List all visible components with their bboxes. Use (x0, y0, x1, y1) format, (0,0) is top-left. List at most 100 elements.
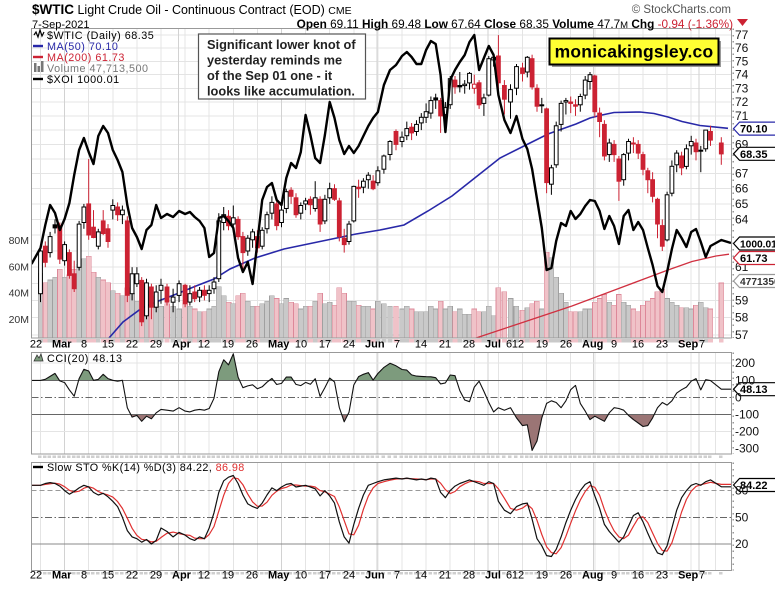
svg-text:8: 8 (81, 339, 87, 351)
svg-text:77: 77 (735, 28, 749, 42)
svg-text:$WTIC (Daily) 68.35: $WTIC (Daily) 68.35 (47, 30, 154, 42)
svg-text:9: 9 (611, 339, 617, 351)
svg-text:28: 28 (463, 570, 475, 582)
svg-text:4771350: 4771350 (740, 277, 775, 288)
svg-text:May: May (268, 339, 290, 351)
svg-text:19: 19 (536, 570, 548, 582)
svg-text:10: 10 (295, 570, 307, 582)
svg-text:Mar: Mar (52, 570, 72, 582)
svg-text:9: 9 (611, 570, 617, 582)
svg-text:7: 7 (394, 570, 400, 582)
svg-text:Sep: Sep (678, 570, 698, 582)
svg-text:14: 14 (415, 339, 427, 351)
svg-text:22: 22 (126, 339, 138, 351)
svg-text:16: 16 (632, 570, 644, 582)
svg-text:Jul: Jul (485, 570, 501, 582)
svg-text:26: 26 (560, 570, 572, 582)
svg-text:67: 67 (735, 167, 749, 181)
svg-text:7-Sep-2021: 7-Sep-2021 (32, 19, 90, 31)
svg-text:80: 80 (735, 484, 749, 498)
svg-text:16: 16 (632, 339, 644, 351)
svg-text:15: 15 (102, 570, 114, 582)
svg-text:MA(50) 70.10: MA(50) 70.10 (47, 41, 118, 53)
svg-text:Jun: Jun (365, 570, 385, 582)
svg-text:65: 65 (735, 197, 749, 211)
svg-text:Significant lower knot of: Significant lower knot of (207, 37, 356, 52)
svg-text:10: 10 (295, 339, 307, 351)
svg-text:$XOI 1000.01: $XOI 1000.01 (47, 74, 120, 86)
svg-text:57: 57 (735, 328, 749, 342)
svg-text:70.10: 70.10 (740, 124, 768, 136)
svg-text:20M: 20M (9, 314, 29, 326)
svg-text:68.35: 68.35 (740, 149, 768, 161)
svg-text:64: 64 (735, 212, 749, 226)
svg-text:84.22: 84.22 (740, 480, 768, 492)
svg-text:1000.01: 1000.01 (740, 240, 775, 251)
svg-text:12: 12 (512, 339, 524, 351)
svg-text:MA(200) 61.73: MA(200) 61.73 (47, 52, 125, 64)
svg-text:-100: -100 (735, 408, 759, 422)
svg-text:26: 26 (246, 339, 258, 351)
svg-text:72: 72 (735, 95, 749, 109)
svg-text:23: 23 (656, 570, 668, 582)
svg-text:75: 75 (735, 54, 749, 68)
svg-text:8: 8 (81, 570, 87, 582)
svg-text:Slow STO %K(14) %D(3) 84.22, 8: Slow STO %K(14) %D(3) 84.22, 86.98 (47, 462, 245, 474)
svg-text:19: 19 (536, 339, 548, 351)
svg-text:26: 26 (560, 339, 572, 351)
svg-text:40M: 40M (9, 288, 29, 300)
svg-text:66: 66 (735, 182, 749, 196)
svg-text:29: 29 (150, 339, 162, 351)
svg-text:19: 19 (222, 339, 234, 351)
svg-text:6: 6 (506, 570, 512, 582)
svg-text:Volume 47,713,500: Volume 47,713,500 (47, 63, 149, 75)
svg-text:7: 7 (699, 570, 705, 582)
svg-text:76: 76 (735, 41, 749, 55)
svg-text:19: 19 (222, 570, 234, 582)
svg-text:22: 22 (30, 339, 42, 351)
svg-text:100: 100 (735, 373, 755, 387)
svg-text:7: 7 (394, 339, 400, 351)
svg-text:26: 26 (246, 570, 258, 582)
svg-text:50: 50 (735, 510, 749, 524)
svg-text:Jun: Jun (365, 339, 385, 351)
svg-text:Jul: Jul (485, 339, 501, 351)
svg-text:80M: 80M (9, 235, 29, 247)
svg-text:Apr: Apr (172, 339, 192, 351)
svg-text:Sep: Sep (678, 339, 698, 351)
svg-text:24: 24 (343, 339, 355, 351)
svg-text:12: 12 (512, 570, 524, 582)
svg-text:74: 74 (735, 68, 749, 82)
svg-text:© StockCharts.com: © StockCharts.com (632, 4, 731, 16)
svg-text:71: 71 (735, 109, 749, 123)
svg-text:Open 69.11 High 69.48 Low 67.6: Open 69.11 High 69.48 Low 67.64 Close 68… (297, 17, 733, 31)
svg-text:28: 28 (463, 339, 475, 351)
svg-text:61.73: 61.73 (740, 253, 768, 265)
svg-text:12: 12 (198, 570, 210, 582)
svg-text:23: 23 (656, 339, 668, 351)
svg-text:-200: -200 (735, 425, 759, 439)
svg-text:58: 58 (735, 311, 749, 325)
svg-text:May: May (268, 570, 290, 582)
svg-text:Aug: Aug (582, 339, 603, 351)
svg-text:21: 21 (439, 570, 451, 582)
svg-text:60M: 60M (9, 261, 29, 273)
svg-text:20: 20 (735, 537, 749, 551)
svg-text:Aug: Aug (582, 570, 603, 582)
svg-text:of the Sep 01 one - it: of the Sep 01 one - it (207, 68, 333, 83)
svg-text:Apr: Apr (172, 570, 192, 582)
svg-text:22: 22 (126, 570, 138, 582)
svg-text:24: 24 (343, 570, 355, 582)
svg-text:monicakingsley.co: monicakingsley.co (555, 42, 714, 62)
svg-text:7: 7 (699, 339, 705, 351)
svg-text:looks like accumulation.: looks like accumulation. (207, 84, 355, 99)
svg-text:CCI(20) 48.13: CCI(20) 48.13 (47, 353, 123, 365)
svg-text:17: 17 (319, 339, 331, 351)
svg-text:48.13: 48.13 (740, 384, 768, 396)
svg-text:200: 200 (735, 356, 755, 370)
svg-text:6: 6 (506, 339, 512, 351)
svg-text:22: 22 (30, 570, 42, 582)
svg-text:17: 17 (319, 570, 331, 582)
svg-text:14: 14 (415, 570, 427, 582)
svg-text:15: 15 (102, 339, 114, 351)
